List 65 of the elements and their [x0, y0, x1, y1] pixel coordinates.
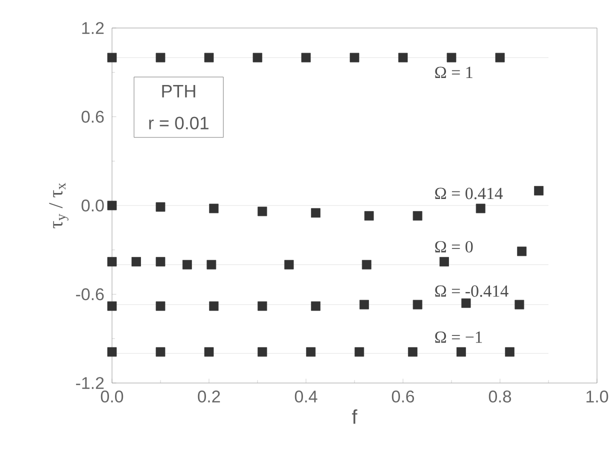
point	[311, 301, 320, 311]
point	[350, 52, 360, 62]
point	[258, 347, 268, 357]
point	[306, 347, 316, 357]
annotation: PTH	[162, 85, 196, 98]
x-tick-label: 0.6	[392, 390, 414, 403]
point	[204, 52, 214, 62]
series-label: Ω = -0.414	[435, 285, 508, 297]
point	[204, 347, 214, 357]
y-tick-label: 1.2	[82, 22, 104, 34]
point	[132, 257, 141, 266]
series-label: Ω = −1	[435, 332, 482, 343]
point	[107, 52, 117, 62]
point	[156, 347, 166, 357]
point	[412, 300, 422, 310]
point	[107, 200, 117, 210]
series-label: Ω = 1	[435, 66, 472, 78]
point	[360, 300, 369, 310]
point	[446, 52, 456, 62]
point	[362, 260, 372, 270]
annotation: r = 0.01	[149, 116, 208, 130]
x-tick-label: 0.4	[294, 390, 318, 403]
x-tick-label: 0.2	[198, 390, 220, 403]
point	[514, 300, 524, 310]
point	[354, 347, 364, 357]
point	[505, 347, 514, 357]
point	[156, 301, 166, 311]
point	[440, 257, 449, 266]
point	[495, 52, 505, 62]
series-label: Ω = 0	[435, 241, 473, 253]
point	[461, 298, 471, 308]
point	[258, 206, 268, 216]
point	[156, 257, 166, 266]
point	[107, 347, 117, 357]
point	[107, 301, 117, 311]
x-tick-label: 0.8	[488, 390, 512, 403]
x-axis-title: f	[352, 409, 358, 424]
point	[209, 204, 219, 214]
point	[206, 260, 216, 270]
x-tick-label: 0.0	[100, 390, 124, 403]
point	[364, 211, 374, 221]
point	[408, 347, 418, 357]
y-axis-title: τ$_{y}$ / τ$_{x}$	[49, 182, 68, 228]
point	[258, 301, 268, 311]
point	[301, 52, 311, 62]
point	[476, 204, 486, 214]
point	[252, 52, 262, 62]
point	[209, 301, 219, 311]
y-tick-label: -1.2	[76, 377, 104, 389]
point	[398, 52, 408, 62]
y-tick-label: -0.6	[76, 288, 104, 300]
point	[534, 186, 544, 196]
point	[456, 347, 466, 357]
y-tick-label: 0.6	[82, 110, 104, 123]
point	[311, 208, 320, 218]
point	[284, 260, 294, 270]
y-tick-label: 0.0	[82, 200, 104, 212]
point	[107, 257, 117, 266]
point	[156, 52, 166, 62]
point	[182, 260, 192, 270]
series-label: Ω = 0.414	[435, 188, 503, 200]
point	[156, 202, 166, 212]
x-tick-label: 1.0	[586, 390, 608, 403]
point	[412, 211, 422, 221]
point	[517, 246, 527, 256]
